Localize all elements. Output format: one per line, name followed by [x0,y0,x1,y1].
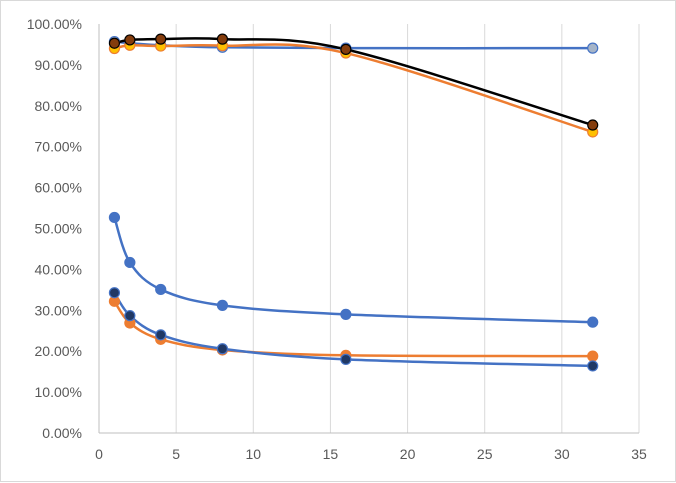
y-tick-label: 80.00% [35,98,82,114]
series-line-3 [113,37,594,127]
series-6-point [216,343,229,355]
x-tick-label: 30 [554,446,570,462]
y-tick-label: 30.00% [35,302,82,318]
series-4-point [340,308,352,320]
series-3-point [124,34,136,46]
x-tick-label: 0 [95,446,103,462]
series-line-4 [113,216,594,324]
series-6-point [587,360,599,372]
series-5-point [587,350,599,362]
series-4-point [124,256,136,269]
series-4-point [587,316,599,328]
series-4-point [155,283,167,296]
x-tick-label: 5 [172,446,180,462]
series-6-point [124,310,136,322]
y-tick-label: 90.00% [35,57,82,73]
x-tick-label: 20 [400,446,416,462]
y-tick-label: 0.00% [42,425,82,441]
series-1-point [587,42,599,54]
y-tick-label: 50.00% [35,221,82,237]
series-3-point [587,119,599,131]
y-tick-label: 20.00% [35,343,82,359]
series-3-point [108,37,121,49]
series-6-point [155,329,167,341]
y-tick-label: 70.00% [35,139,82,155]
series-3-point [155,33,167,45]
series-4-point [108,211,121,224]
series-4-point [216,299,229,311]
y-tick-label: 10.00% [35,384,82,400]
series-line-5 [113,300,594,358]
x-tick-label: 35 [631,446,647,462]
x-tick-label: 15 [323,446,339,462]
x-tick-label: 10 [245,446,261,462]
y-tick-label: 40.00% [35,261,82,277]
series-3-point [340,43,352,55]
x-tick-label: 25 [477,446,493,462]
series-3-point [216,33,229,45]
series-6-point [340,353,352,365]
series-6-point [108,287,121,299]
y-tick-label: 100.00% [27,16,82,32]
y-tick-label: 60.00% [35,180,82,196]
series-line-2 [113,43,594,134]
